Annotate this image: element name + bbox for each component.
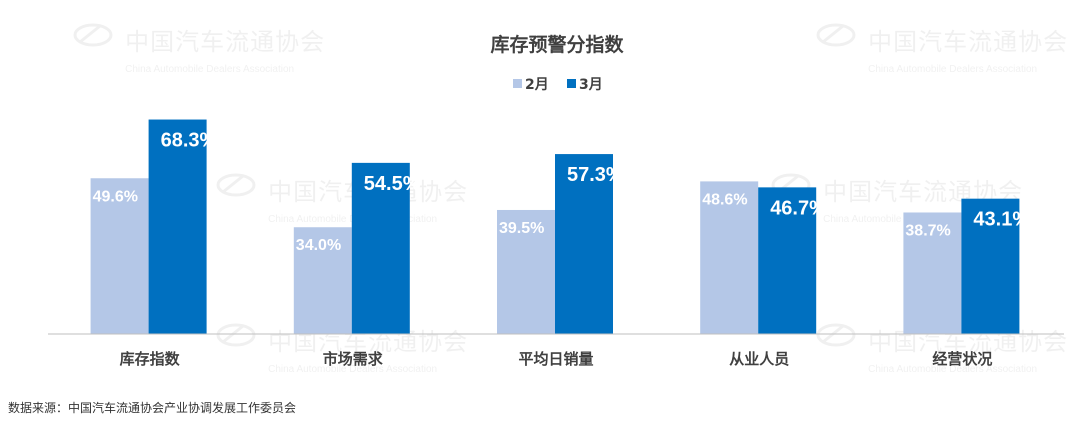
legend-swatch-feb [513, 79, 522, 88]
data-label-mar-0: 68.3% [161, 130, 218, 152]
bar-mar-4 [961, 198, 1020, 334]
data-label-mar-3: 46.7% [770, 197, 827, 219]
data-label-feb-1: 34.0% [296, 237, 341, 254]
chart-title: 库存预警分指数 [490, 33, 624, 56]
bar-feb-2 [497, 209, 555, 334]
x-tick-label-2: 平均日销量 [518, 350, 593, 368]
data-label-mar-1: 54.5% [364, 173, 421, 195]
bar-feb-1 [293, 227, 352, 334]
bar-feb-3 [700, 181, 759, 334]
legend-label-mar: 3月 [579, 77, 603, 93]
bars-group: 49.6% 68.3% 34.0% 54.5% 39.5% 57.3% 48.6% 46.7%… [90, 119, 1030, 335]
x-tick-label-3: 从业人员 [729, 350, 789, 368]
bar-mar-0 [148, 119, 207, 335]
legend-label-feb: 2月 [525, 77, 549, 93]
data-label-feb-4: 38.7% [905, 222, 950, 239]
legend-swatch-mar [567, 79, 576, 88]
x-tick-label-4: 经营状况 [932, 350, 992, 368]
x-axis-labels: 库存指数 市场需求 平均日销量 从业人员 经营状况 [120, 350, 993, 368]
x-tick-label-1: 市场需求 [323, 350, 384, 368]
data-label-mar-4: 43.1% [973, 209, 1030, 231]
bar-mar-1 [351, 162, 410, 334]
bar-mar-3 [758, 187, 817, 334]
data-label-feb-2: 39.5% [499, 220, 544, 237]
source-note: 数据来源：中国汽车流通协会产业协调发展工作委员会 [8, 401, 297, 415]
bar-feb-0 [90, 178, 149, 334]
data-label-feb-0: 49.6% [93, 188, 138, 205]
x-tick-label-0: 库存指数 [120, 350, 181, 368]
chart-legend: 2月 3月 [513, 77, 603, 93]
data-label-feb-3: 48.6% [702, 191, 747, 208]
bar-feb-4 [903, 212, 962, 334]
data-label-mar-2: 57.3% [567, 164, 624, 186]
bar-mar-2 [555, 154, 613, 334]
